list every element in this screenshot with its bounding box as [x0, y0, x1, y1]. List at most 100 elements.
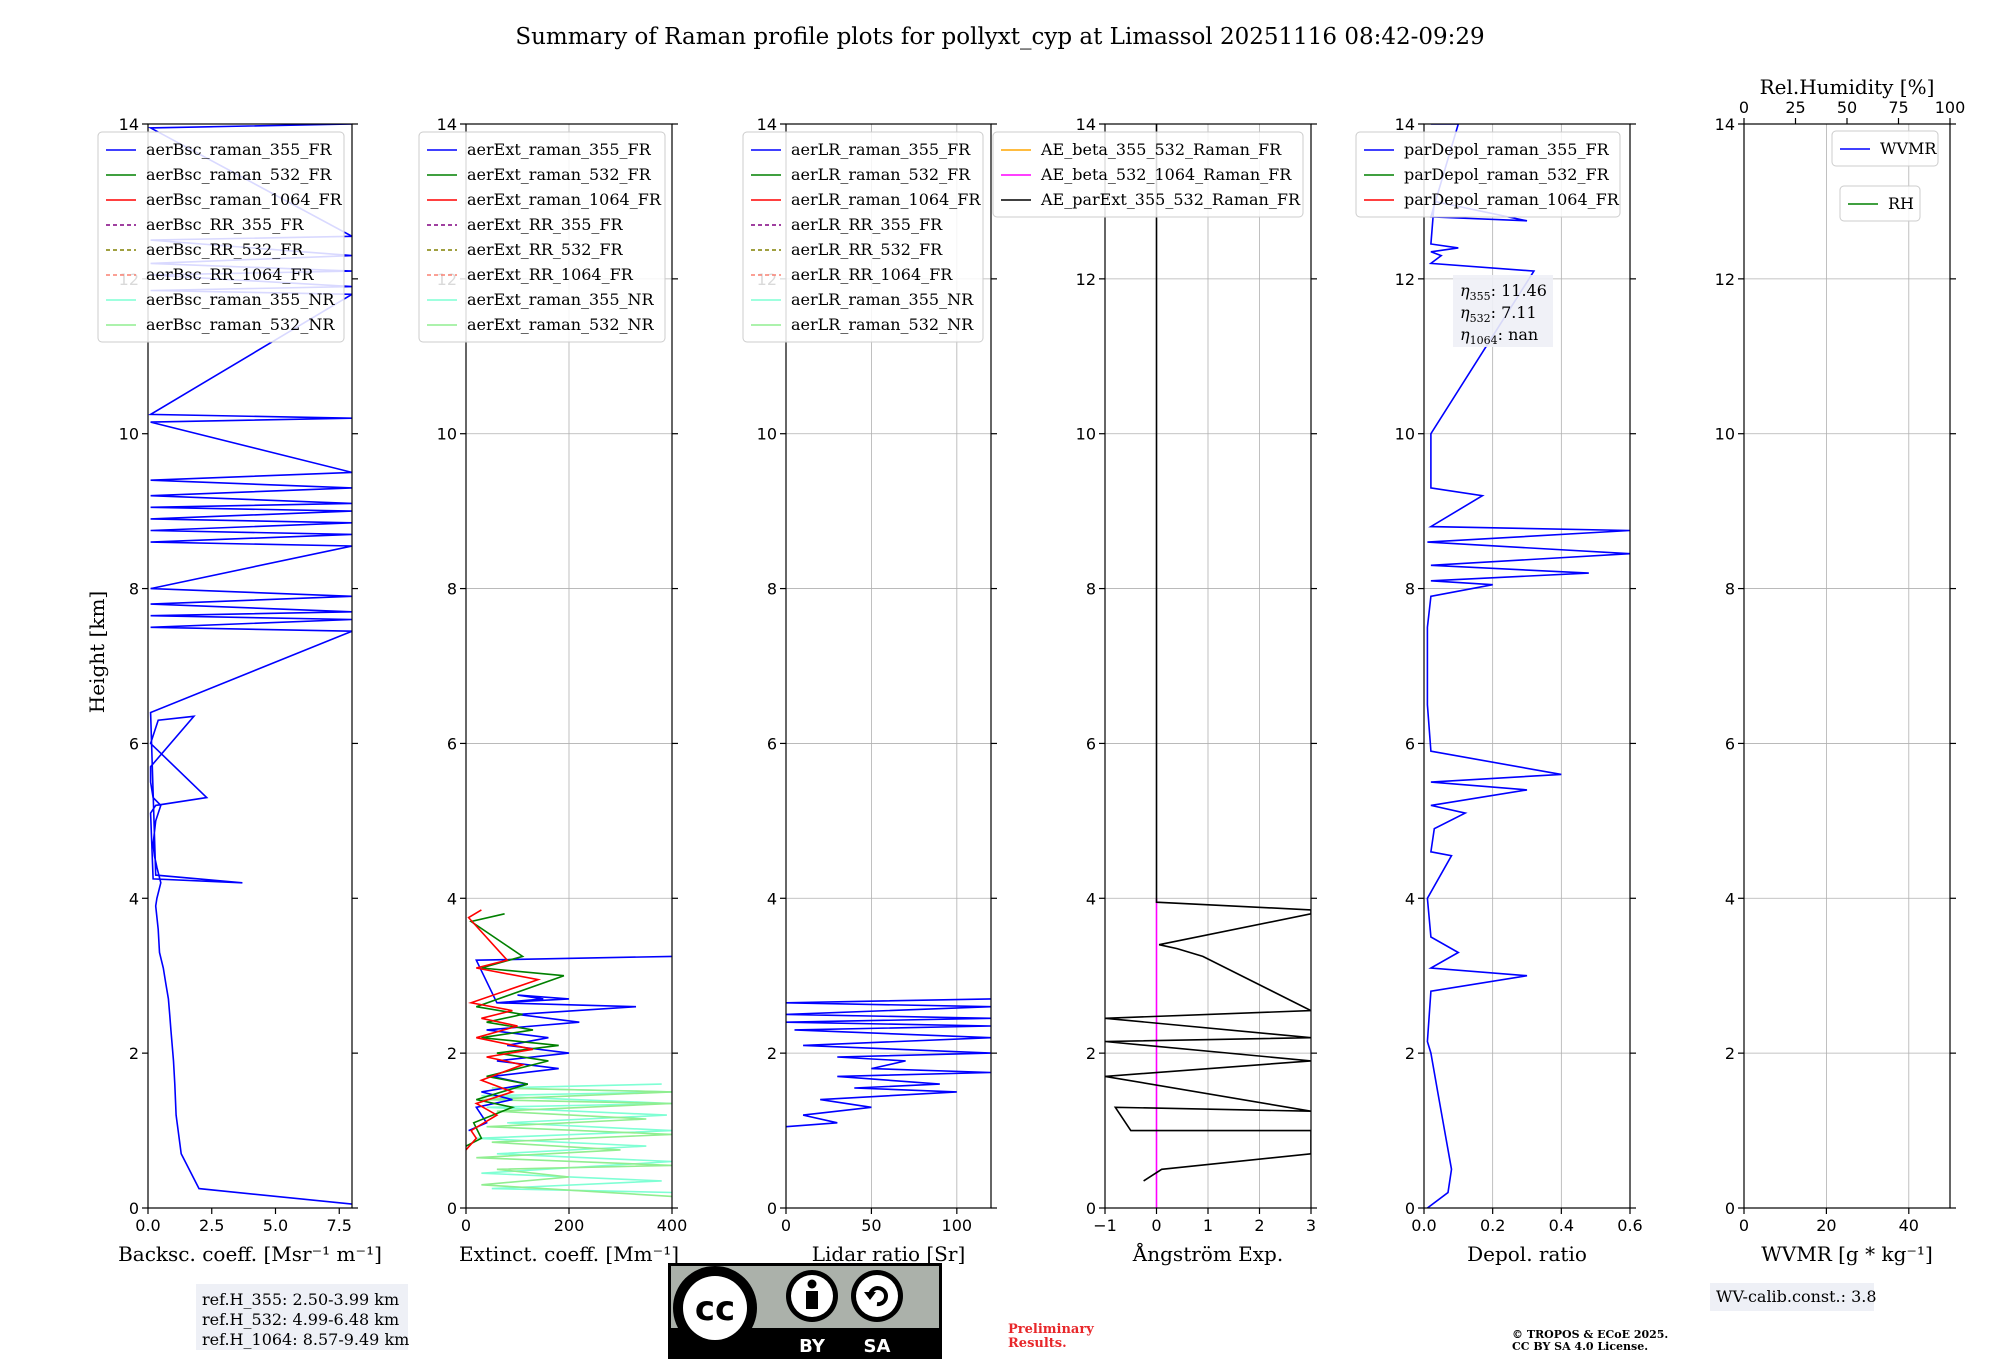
series-line-parDepol_raman_355_FR — [1426, 124, 1630, 1208]
legend-label-aerBsc_raman_355_NR: aerBsc_raman_355_NR — [146, 290, 335, 309]
legend-label-aerExt_raman_532_FR: aerExt_raman_532_FR — [467, 165, 652, 184]
series-ae — [1105, 124, 1311, 1208]
x-tick-label-0: 0 — [461, 1216, 471, 1235]
eta532-value: 7.11 — [1501, 303, 1537, 322]
legend-bsc: aerBsc_raman_355_FR aerBsc_raman_532_FRae… — [97, 131, 345, 343]
y-tick-label-0: 0 — [129, 1199, 139, 1218]
eta1064-value: nan — [1508, 325, 1538, 344]
legend-label-AE_parExt_355_532_Raman_FR: AE_parExt_355_532_Raman_FR — [1040, 190, 1301, 209]
y-tick-label-10: 10 — [1076, 425, 1096, 444]
legend-label-aerExt_raman_355_FR: aerExt_raman_355_FR — [467, 140, 652, 159]
x-tick-label-0: 0 — [1151, 1216, 1161, 1235]
legend-label-parDepol_raman_355_FR: parDepol_raman_355_FR — [1404, 140, 1610, 159]
y-tick-label-4: 4 — [129, 889, 139, 908]
legend-label-aerLR_raman_532_FR: aerLR_raman_532_FR — [791, 165, 971, 184]
legend-label-aerLR_raman_532_NR: aerLR_raman_532_NR — [791, 315, 974, 334]
legend-label-aerLR_RR_1064_FR: aerLR_RR_1064_FR — [791, 265, 953, 284]
x-tick-label-0: 0.0 — [1411, 1216, 1436, 1235]
ref-h-1064: ref.H_1064: 8.57-9.49 km — [202, 1330, 409, 1349]
copyright-line2: CC BY SA 4.0 License. — [1512, 1340, 1648, 1353]
x-axis-label-lr: Lidar ratio [Sr] — [812, 1242, 966, 1266]
y-tick-label-4: 4 — [1086, 889, 1096, 908]
legend-label-aerLR_RR_532_FR: aerLR_RR_532_FR — [791, 240, 943, 259]
legend-label-aerBsc_raman_532_FR: aerBsc_raman_532_FR — [146, 165, 332, 184]
x-tick-label-2: 2 — [1254, 1216, 1264, 1235]
top-tick-label-75: 75 — [1888, 98, 1908, 117]
svg-text:η355: 11.46: η355: 11.46 — [1460, 281, 1547, 303]
y-tick-label-0: 0 — [767, 1199, 777, 1218]
x-tick-label-7.5: 7.5 — [327, 1216, 352, 1235]
x-tick-label-1: 1 — [1203, 1216, 1213, 1235]
x-tick-label--1: −1 — [1093, 1216, 1117, 1235]
series-line-aerBsc_raman_355_FR — [148, 124, 352, 1205]
x-tick-label-400: 400 — [657, 1216, 688, 1235]
svg-text:η1064: nan: η1064: nan — [1460, 325, 1538, 347]
y-tick-label-14: 14 — [1076, 115, 1096, 134]
legend-label-aerExt_raman_532_NR: aerExt_raman_532_NR — [467, 315, 655, 334]
x-axis-label-depol: Depol. ratio — [1467, 1242, 1587, 1266]
legend-label-AE_beta_355_532_Raman_FR: AE_beta_355_532_Raman_FR — [1040, 140, 1282, 159]
legend-label-aerBsc_RR_532_FR: aerBsc_RR_532_FR — [146, 240, 304, 259]
top-tick-label-25: 25 — [1785, 98, 1805, 117]
series-line-aerExt_raman_355_NR — [476, 1083, 672, 1194]
legend-label-aerBsc_RR_355_FR: aerBsc_RR_355_FR — [146, 215, 304, 234]
legend-label-aerLR_raman_1064_FR: aerLR_raman_1064_FR — [791, 190, 981, 209]
x-tick-label-0: 0 — [1739, 1216, 1749, 1235]
y-tick-label-6: 6 — [129, 734, 139, 753]
legend-label-aerExt_raman_1064_FR: aerExt_raman_1064_FR — [467, 190, 662, 209]
series-bsc — [148, 124, 352, 1205]
x-tick-label-2.5: 2.5 — [199, 1216, 224, 1235]
x-axis-label-wv: WVMR [g * kg⁻¹] — [1761, 1242, 1933, 1266]
preliminary-label-line1: Preliminary — [1008, 1322, 1094, 1337]
y-tick-label-14: 14 — [119, 115, 139, 134]
y-tick-label-4: 4 — [1725, 889, 1735, 908]
wv-calib-box: WV-calib.const.: 3.8 — [1710, 1283, 1877, 1311]
y-tick-label-14: 14 — [437, 115, 457, 134]
x-axis-label-ext: Extinct. coeff. [Mm⁻¹] — [459, 1242, 679, 1266]
y-tick-label-10: 10 — [119, 425, 139, 444]
y-tick-label-10: 10 — [437, 425, 457, 444]
legend-label-RH: RH — [1888, 194, 1914, 213]
x-tick-label-40: 40 — [1899, 1216, 1919, 1235]
x-tick-label-0: 0.0 — [135, 1216, 160, 1235]
y-tick-label-14: 14 — [1395, 115, 1415, 134]
panel-ext: 024681012140200400Extinct. coeff. [Mm⁻¹]… — [418, 115, 688, 1266]
top-tick-label-0: 0 — [1739, 98, 1749, 117]
panel-lr: 02468101214050100Lidar ratio [Sr]aerLR_r… — [742, 115, 997, 1266]
y-tick-label-2: 2 — [1086, 1044, 1096, 1063]
series-depol — [1426, 124, 1630, 1208]
legend-wv: WVMR — [1831, 130, 1939, 167]
y-tick-label-14: 14 — [1715, 115, 1735, 134]
axes-frame-wv — [1743, 123, 1951, 1209]
legend-ext: aerExt_raman_355_FR aerExt_raman_532_FRae… — [418, 131, 666, 343]
legend-label-aerExt_RR_355_FR: aerExt_RR_355_FR — [467, 215, 624, 234]
legend-label-aerExt_RR_532_FR: aerExt_RR_532_FR — [467, 240, 624, 259]
y-tick-label-6: 6 — [1405, 734, 1415, 753]
legend-label-aerBsc_raman_1064_FR: aerBsc_raman_1064_FR — [146, 190, 343, 209]
y-tick-label-2: 2 — [767, 1044, 777, 1063]
y-tick-label-12: 12 — [1076, 270, 1096, 289]
series-line-aerExt_raman_1064_FR — [466, 909, 542, 1151]
top-tick-label-100: 100 — [1935, 98, 1966, 117]
x-tick-label-200: 200 — [554, 1216, 585, 1235]
eta355-value: 11.46 — [1501, 281, 1547, 300]
y-tick-label-4: 4 — [1405, 889, 1415, 908]
y-tick-label-14: 14 — [757, 115, 777, 134]
y-tick-label-8: 8 — [1405, 580, 1415, 599]
axes-frame-lr — [785, 123, 992, 1209]
y-tick-label-0: 0 — [1725, 1199, 1735, 1218]
y-tick-label-12: 12 — [1715, 270, 1735, 289]
series-line-AE_parExt_355_532_Raman_FR — [1105, 124, 1311, 1182]
x-tick-label-50: 50 — [861, 1216, 881, 1235]
axes-frame-depol — [1423, 123, 1631, 1209]
legend-label-AE_beta_532_1064_Raman_FR: AE_beta_532_1064_Raman_FR — [1040, 165, 1292, 184]
y-tick-label-2: 2 — [1725, 1044, 1735, 1063]
series-lr — [786, 998, 991, 1128]
legend-label-parDepol_raman_532_FR: parDepol_raman_532_FR — [1404, 165, 1610, 184]
svg-text:η532: 7.11: η532: 7.11 — [1460, 303, 1537, 325]
x-tick-label-3: 3 — [1306, 1216, 1316, 1235]
y-tick-label-10: 10 — [1715, 425, 1735, 444]
series-line-aerExt_raman_532_NR — [476, 1087, 672, 1198]
